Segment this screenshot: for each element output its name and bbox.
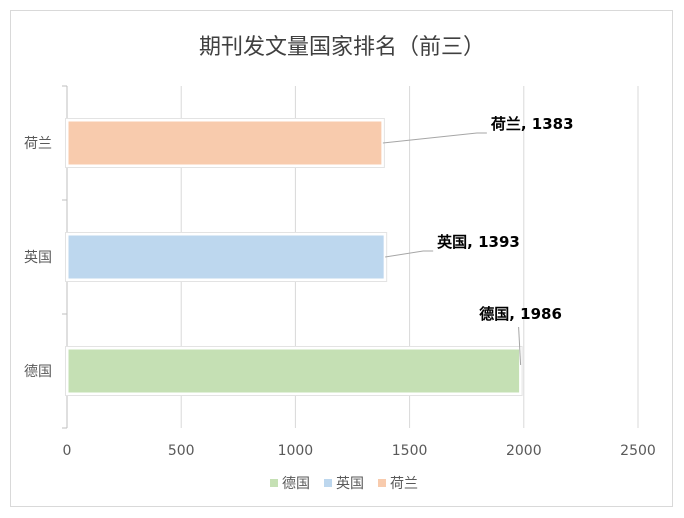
bar-德国 (65, 346, 523, 396)
bar-荷兰 (65, 118, 385, 168)
legend-label: 德国 (282, 476, 310, 492)
legend-swatch (324, 479, 332, 487)
y-tick-label: 荷兰 (24, 136, 52, 152)
leader-line (385, 250, 434, 258)
legend-label: 英国 (336, 475, 364, 492)
x-tick-label: 0 (63, 443, 72, 459)
x-tick-label: 500 (168, 443, 195, 459)
data-labels: 德国, 1986 英国, 1393 荷兰, 1383 (437, 115, 573, 323)
x-tick-label: 1500 (392, 443, 428, 459)
data-label: 英国, 1393 (437, 233, 520, 251)
x-tick-label: 1000 (278, 443, 314, 459)
leader-line (518, 326, 522, 366)
chart-title: 期刊发文量国家排名（前三） (199, 35, 485, 60)
x-axis-ticks: 0 500 1000 1500 2000 2500 (63, 443, 656, 459)
data-label: 德国, 1986 (479, 305, 562, 323)
y-tick-label: 德国 (24, 364, 52, 380)
legend-swatch (378, 479, 386, 487)
bars-group (65, 118, 523, 396)
bar-英国 (65, 232, 387, 282)
x-tick-label: 2500 (620, 443, 656, 459)
data-label: 荷兰, 1383 (491, 115, 574, 133)
bar-outline (65, 346, 523, 396)
leader-line (382, 132, 487, 144)
y-tick-label: 英国 (24, 249, 52, 266)
legend: 德国 英国 荷兰 (270, 475, 418, 492)
x-tick-label: 2000 (506, 443, 542, 459)
leader-lines (382, 132, 522, 366)
legend-label: 荷兰 (390, 476, 418, 492)
legend-swatch (270, 479, 278, 487)
